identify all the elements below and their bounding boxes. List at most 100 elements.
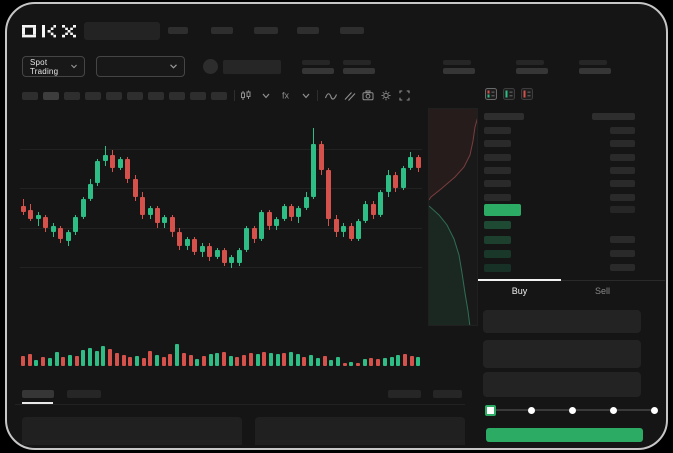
depth-chart[interactable]: [428, 108, 478, 326]
volume-bar: [21, 356, 25, 366]
ask-amount-bar[interactable]: [610, 127, 635, 134]
okx-logo: [22, 25, 76, 38]
chevron-down-icon[interactable]: [302, 93, 310, 99]
bid-price-bar[interactable]: [484, 221, 511, 229]
gridline: [20, 149, 422, 150]
timeframe-button[interactable]: [43, 92, 59, 100]
timeframe-button[interactable]: [106, 92, 122, 100]
bottom-action-button[interactable]: [433, 390, 462, 398]
ask-price-bar[interactable]: [484, 154, 511, 161]
candle-body: [35, 214, 41, 219]
timeframe-button[interactable]: [148, 92, 164, 100]
candle-style-icon[interactable]: [240, 90, 252, 101]
volume-bar: [54, 352, 59, 366]
timeframe-button[interactable]: [211, 92, 227, 100]
candle-body: [326, 170, 332, 219]
candle-body: [21, 205, 26, 213]
bottom-tab-history[interactable]: [67, 390, 101, 398]
fullscreen-icon[interactable]: [399, 90, 410, 101]
bottom-tab-orders[interactable]: [22, 390, 54, 398]
volume-bar: [201, 356, 206, 366]
bid-price-bar[interactable]: [484, 236, 511, 244]
ask-amount-bar[interactable]: [610, 194, 635, 201]
order-amount-field[interactable]: [483, 340, 641, 368]
ask-price-bar[interactable]: [484, 194, 511, 201]
ask-price-bar[interactable]: [484, 167, 511, 174]
volume-bar: [376, 359, 381, 366]
line-tool-icon[interactable]: [325, 91, 337, 101]
volume-bar: [175, 344, 180, 366]
candle-body: [229, 256, 235, 264]
order-price-field[interactable]: [483, 310, 641, 333]
volume-bar: [67, 355, 72, 366]
slider-stop[interactable]: [528, 407, 535, 414]
nav-item[interactable]: [168, 27, 188, 34]
last-price-bar[interactable]: [484, 204, 521, 216]
candle-body: [236, 250, 242, 264]
search-input[interactable]: [84, 22, 160, 40]
slider-handle[interactable]: [485, 405, 496, 416]
slider-stop[interactable]: [569, 407, 576, 414]
volume-bar: [134, 356, 139, 366]
timeframe-button[interactable]: [190, 92, 206, 100]
order-total-field[interactable]: [483, 372, 641, 397]
orderbook-amount-bar: [610, 206, 635, 213]
bid-price-bar[interactable]: [484, 264, 511, 272]
nav-item[interactable]: [254, 27, 278, 34]
ask-amount-bar[interactable]: [610, 140, 635, 147]
timeframe-button[interactable]: [22, 92, 38, 100]
stat-label-placeholder: [516, 60, 544, 65]
volume-bar: [255, 354, 260, 366]
camera-icon[interactable]: [362, 90, 374, 101]
indicators-fx-icon[interactable]: fx: [281, 89, 297, 101]
tab-buy[interactable]: Buy: [511, 286, 528, 296]
asks-only-icon[interactable]: [521, 88, 533, 100]
buy-button[interactable]: [486, 428, 643, 442]
timeframe-button[interactable]: [127, 92, 143, 100]
volume-bar: [242, 355, 247, 366]
bid-amount-bar[interactable]: [610, 264, 635, 271]
ask-amount-bar[interactable]: [610, 180, 635, 187]
ask-price-bar[interactable]: [484, 180, 511, 187]
bids-only-icon[interactable]: [503, 88, 515, 100]
ask-price-bar[interactable]: [484, 140, 511, 147]
candle-body: [88, 183, 93, 199]
orderbook-header-price: [484, 113, 524, 120]
nav-item[interactable]: [340, 27, 364, 34]
bid-price-bar[interactable]: [484, 250, 511, 258]
bid-amount-bar[interactable]: [610, 236, 635, 243]
pair-dropdown[interactable]: [96, 56, 185, 77]
chevron-down-icon: [71, 64, 77, 69]
combined-book-icon[interactable]: [485, 88, 497, 100]
candle-body: [244, 227, 250, 251]
candle-body: [132, 179, 138, 197]
candle-body: [199, 245, 205, 253]
volume-bar: [409, 356, 414, 366]
chevron-down-icon: [170, 64, 177, 69]
stat-label-placeholder: [302, 60, 330, 65]
ask-amount-bar[interactable]: [610, 167, 635, 174]
volume-bars: [20, 340, 422, 366]
candle-body: [408, 156, 414, 168]
bottom-action-button[interactable]: [388, 390, 421, 398]
buy-tab-underline: [478, 279, 561, 281]
slider-stop[interactable]: [610, 407, 617, 414]
candle-body: [348, 225, 354, 239]
nav-item[interactable]: [297, 27, 319, 34]
volume-bar: [315, 358, 320, 366]
chevron-down-icon[interactable]: [262, 93, 270, 99]
slider-stop[interactable]: [651, 407, 658, 414]
nav-item[interactable]: [211, 27, 233, 34]
timeframe-button[interactable]: [169, 92, 185, 100]
settings-gear-icon[interactable]: [380, 90, 392, 101]
ask-amount-bar[interactable]: [610, 154, 635, 161]
ask-price-bar[interactable]: [484, 127, 511, 134]
timeframe-button[interactable]: [85, 92, 101, 100]
market-type-dropdown[interactable]: Spot Trading: [22, 56, 85, 77]
tab-sell[interactable]: Sell: [594, 286, 610, 296]
candlestick-chart[interactable]: [20, 108, 422, 330]
coin-icon: [203, 59, 218, 74]
draw-tool-icon[interactable]: [344, 90, 356, 101]
bid-amount-bar[interactable]: [610, 250, 635, 257]
timeframe-button[interactable]: [64, 92, 80, 100]
